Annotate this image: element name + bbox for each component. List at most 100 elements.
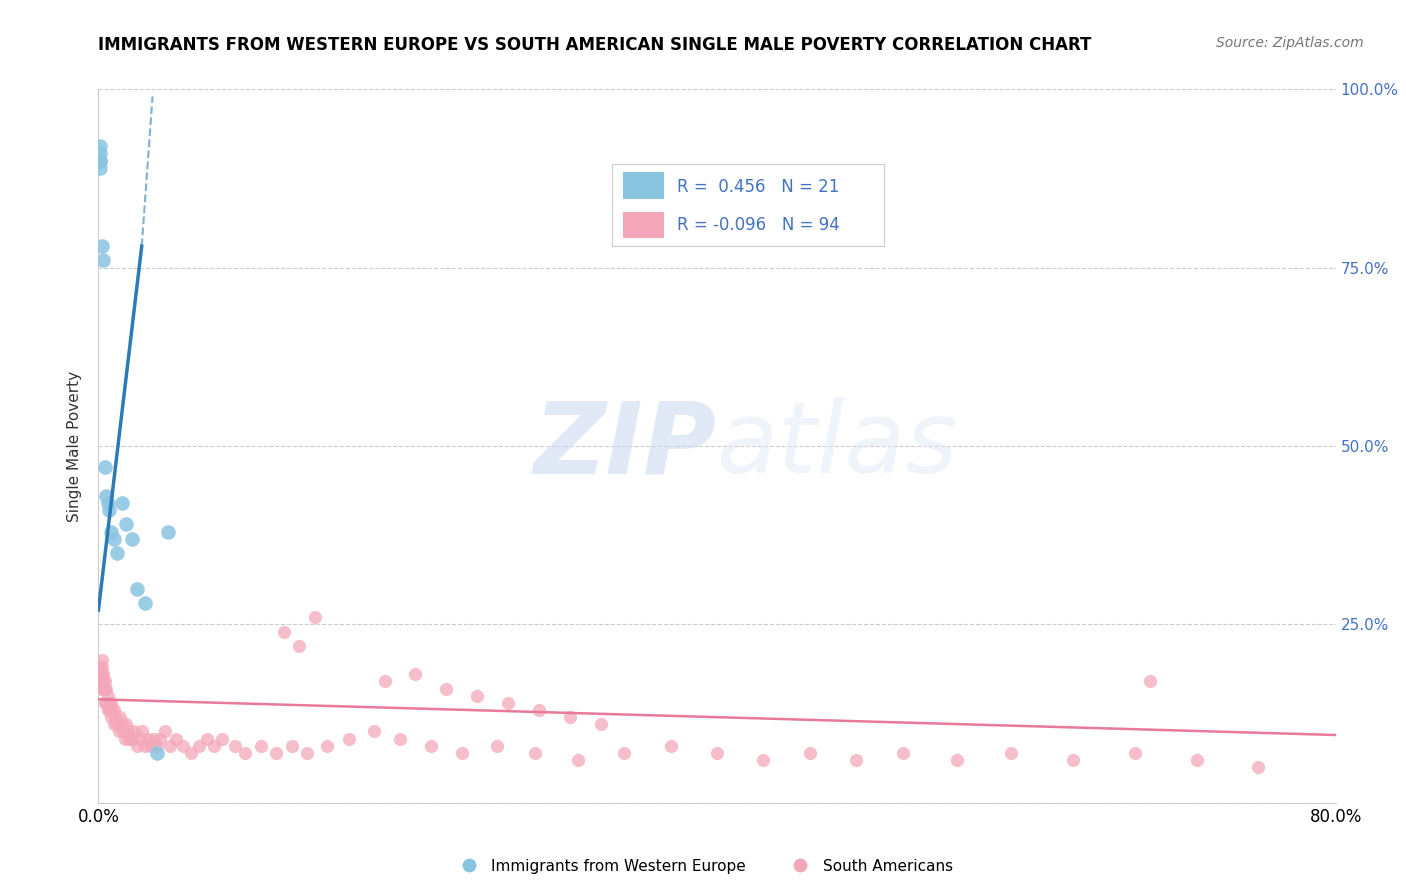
Point	[97, 703, 120, 717]
Point	[108, 710, 131, 724]
Point	[98, 503, 121, 517]
Point	[1247, 760, 1270, 774]
Point	[1139, 674, 1161, 689]
Point	[103, 532, 125, 546]
Point	[266, 746, 288, 760]
Point	[89, 660, 111, 674]
Point	[93, 460, 115, 475]
Text: ZIP: ZIP	[534, 398, 717, 494]
Point	[498, 696, 520, 710]
Point	[96, 489, 118, 503]
Point	[90, 660, 112, 674]
Point	[111, 717, 134, 731]
Point	[97, 689, 120, 703]
Point	[567, 753, 589, 767]
Point	[89, 139, 111, 153]
Point	[105, 717, 128, 731]
Point	[752, 753, 775, 767]
Point	[388, 731, 412, 746]
Point	[613, 746, 636, 760]
Point	[149, 731, 172, 746]
Point	[235, 746, 257, 760]
Point	[891, 746, 914, 760]
Point	[136, 731, 159, 746]
Point	[115, 517, 138, 532]
Point	[134, 596, 156, 610]
FancyBboxPatch shape	[623, 211, 664, 238]
Text: R = -0.096   N = 94: R = -0.096 N = 94	[678, 216, 839, 234]
Point	[1123, 746, 1146, 760]
Point	[486, 739, 509, 753]
Point	[90, 681, 112, 696]
Point	[591, 717, 613, 731]
Point	[100, 710, 122, 724]
Point	[97, 496, 120, 510]
Y-axis label: Single Male Poverty: Single Male Poverty	[67, 370, 83, 522]
Text: Source: ZipAtlas.com: Source: ZipAtlas.com	[1216, 36, 1364, 50]
Point	[159, 739, 181, 753]
Point	[107, 724, 129, 739]
Point	[90, 239, 112, 253]
Point	[946, 753, 969, 767]
Point	[297, 746, 319, 760]
Point	[211, 731, 233, 746]
Point	[143, 731, 166, 746]
Point	[122, 724, 145, 739]
Point	[845, 753, 868, 767]
Point	[90, 653, 112, 667]
Point	[560, 710, 582, 724]
Point	[117, 724, 139, 739]
Point	[129, 731, 152, 746]
Point	[112, 724, 135, 739]
Point	[89, 674, 111, 689]
Point	[316, 739, 339, 753]
Point	[89, 153, 111, 168]
Point	[523, 746, 546, 760]
Point	[121, 731, 143, 746]
Point	[436, 681, 458, 696]
Point	[91, 674, 114, 689]
Point	[146, 746, 169, 760]
Point	[250, 739, 273, 753]
Point	[89, 153, 111, 168]
Point	[467, 689, 489, 703]
Point	[188, 739, 211, 753]
Point	[96, 681, 118, 696]
Point	[405, 667, 427, 681]
Point	[98, 703, 121, 717]
Point	[93, 681, 115, 696]
Point	[165, 731, 187, 746]
Point	[224, 739, 246, 753]
Point	[288, 639, 311, 653]
Point	[706, 746, 728, 760]
Point	[337, 731, 360, 746]
Point	[104, 710, 127, 724]
Point	[1000, 746, 1022, 760]
Point	[173, 739, 195, 753]
Point	[153, 724, 176, 739]
Point	[91, 681, 114, 696]
Legend: Immigrants from Western Europe, South Americans: Immigrants from Western Europe, South Am…	[447, 853, 959, 880]
Point	[146, 739, 169, 753]
Point	[450, 746, 472, 760]
Point	[105, 546, 128, 560]
Point	[91, 667, 114, 681]
Point	[89, 161, 111, 175]
Point	[1185, 753, 1208, 767]
FancyBboxPatch shape	[623, 172, 664, 199]
Point	[121, 532, 143, 546]
Point	[281, 739, 304, 753]
Text: R =  0.456   N = 21: R = 0.456 N = 21	[678, 178, 839, 196]
Point	[89, 667, 111, 681]
Point	[1062, 753, 1084, 767]
Point	[89, 146, 111, 161]
Point	[100, 524, 122, 539]
Point	[93, 696, 115, 710]
Point	[529, 703, 551, 717]
Text: IMMIGRANTS FROM WESTERN EUROPE VS SOUTH AMERICAN SINGLE MALE POVERTY CORRELATION: IMMIGRANTS FROM WESTERN EUROPE VS SOUTH …	[98, 36, 1092, 54]
Point	[131, 724, 153, 739]
Point	[363, 724, 385, 739]
Text: atlas: atlas	[717, 398, 959, 494]
Point	[127, 582, 149, 596]
Point	[118, 731, 141, 746]
